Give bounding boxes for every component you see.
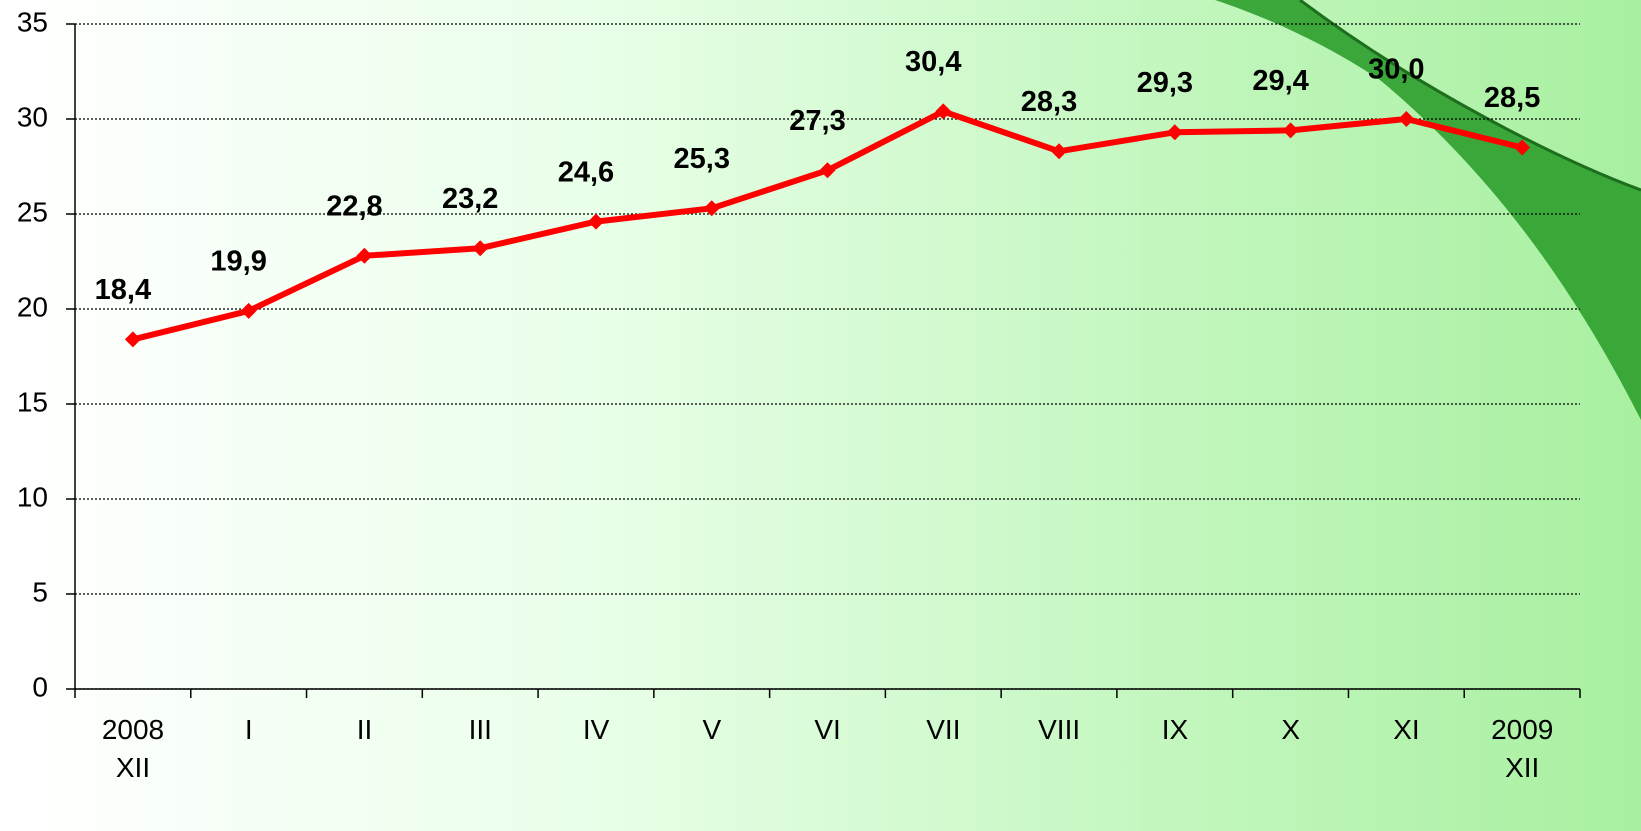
data-label: 25,3 bbox=[674, 143, 730, 175]
line bbox=[133, 111, 1522, 339]
marker bbox=[1398, 111, 1414, 127]
marker bbox=[588, 214, 604, 230]
data-label: 24,6 bbox=[558, 156, 614, 188]
y-tick-label: 0 bbox=[32, 671, 48, 702]
page: 0 5 10 15 20 25 30 35 18,4 19,9 22,8 23,2 24,6 25,3 27… bbox=[0, 0, 1641, 831]
y-tick-label: 30 bbox=[17, 101, 48, 132]
x-tick-label: V bbox=[654, 711, 770, 749]
marker bbox=[472, 240, 488, 256]
marker bbox=[1051, 143, 1067, 159]
data-label: 29,4 bbox=[1252, 65, 1308, 97]
y-tick-label: 25 bbox=[17, 196, 48, 227]
data-label: 18,4 bbox=[95, 274, 151, 306]
marker bbox=[1283, 122, 1299, 138]
y-tick-label: 15 bbox=[17, 386, 48, 417]
x-tick-label: IX bbox=[1117, 711, 1233, 749]
decoration bbox=[1215, 0, 1641, 420]
x-tick-label: IV bbox=[538, 711, 654, 749]
data-label: 30,4 bbox=[905, 46, 961, 78]
y-tick-label: 10 bbox=[17, 481, 48, 512]
x-tick-label: III bbox=[422, 711, 538, 749]
data-label: 30,0 bbox=[1368, 54, 1424, 86]
marker bbox=[125, 331, 141, 347]
x-tick-label: VII bbox=[885, 711, 1001, 749]
y-tick-label: 5 bbox=[32, 576, 48, 607]
marker bbox=[704, 200, 720, 216]
x-tick-label: X bbox=[1233, 711, 1349, 749]
marker bbox=[1167, 124, 1183, 140]
x-tick-label: VIII bbox=[1001, 711, 1117, 749]
x-tick-label: I bbox=[191, 711, 307, 749]
chart: 0 5 10 15 20 25 30 35 18,4 19,9 22,8 23,2 24,6 25,3 27… bbox=[0, 0, 1641, 831]
data-label: 27,3 bbox=[789, 105, 845, 137]
data-label: 28,5 bbox=[1484, 82, 1540, 114]
y-tick-label: 35 bbox=[17, 6, 48, 37]
x-tick-label: VI bbox=[770, 711, 886, 749]
data-label: 22,8 bbox=[326, 190, 382, 222]
x-tick-label: II bbox=[307, 711, 423, 749]
data-label: 29,3 bbox=[1137, 67, 1193, 99]
x-tick-label: XI bbox=[1348, 711, 1464, 749]
y-tick-label: 20 bbox=[17, 291, 48, 322]
x-tick-label: 2009 XII bbox=[1464, 711, 1580, 787]
data-label: 28,3 bbox=[1021, 86, 1077, 118]
data-label: 19,9 bbox=[210, 246, 266, 278]
x-tick-label: 2008 XII bbox=[75, 711, 191, 787]
data-label: 23,2 bbox=[442, 183, 498, 215]
